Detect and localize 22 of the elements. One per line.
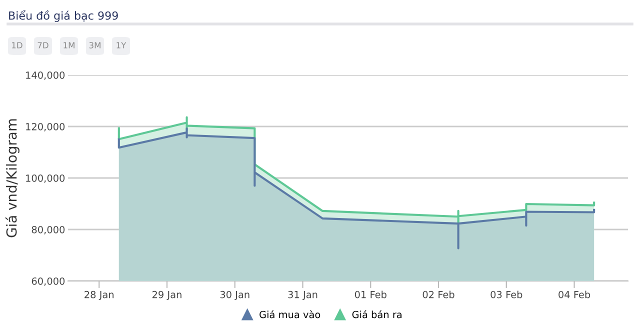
x-tick-label: 30 Jan (220, 290, 250, 300)
chart-title: Biểu đồ giá bạc 999 (9, 10, 118, 22)
text: 1D (12, 42, 22, 48)
x-tick-label: 02 Feb (422, 290, 454, 298)
y-tick-label: 60,000 (32, 277, 65, 286)
x-tick-label: 29 Jan (152, 290, 182, 300)
text: 7D (38, 42, 48, 48)
y-tick-label: 120,000 (26, 122, 65, 132)
y-tick-label: 100,000 (26, 174, 65, 183)
y-axis-title: Giá vnd/Kilogram (5, 119, 20, 238)
x-tick-label: 03 Feb (490, 290, 522, 298)
y-tick-label: 140,000 (26, 71, 65, 80)
legend-label: Giá mua vào (260, 310, 320, 318)
text: 1M (64, 42, 74, 48)
x-tick-label: 28 Jan (84, 290, 114, 300)
legend-label: Giá bán ra (352, 310, 402, 318)
x-tick-label: 31 Jan (288, 290, 318, 300)
x-tick-label: 04 Feb (558, 290, 590, 298)
y-tick-label: 80,000 (32, 226, 65, 234)
x-tick-label: 01 Feb (354, 290, 386, 298)
text: 3M (89, 42, 100, 48)
text: 1Y (116, 42, 126, 48)
